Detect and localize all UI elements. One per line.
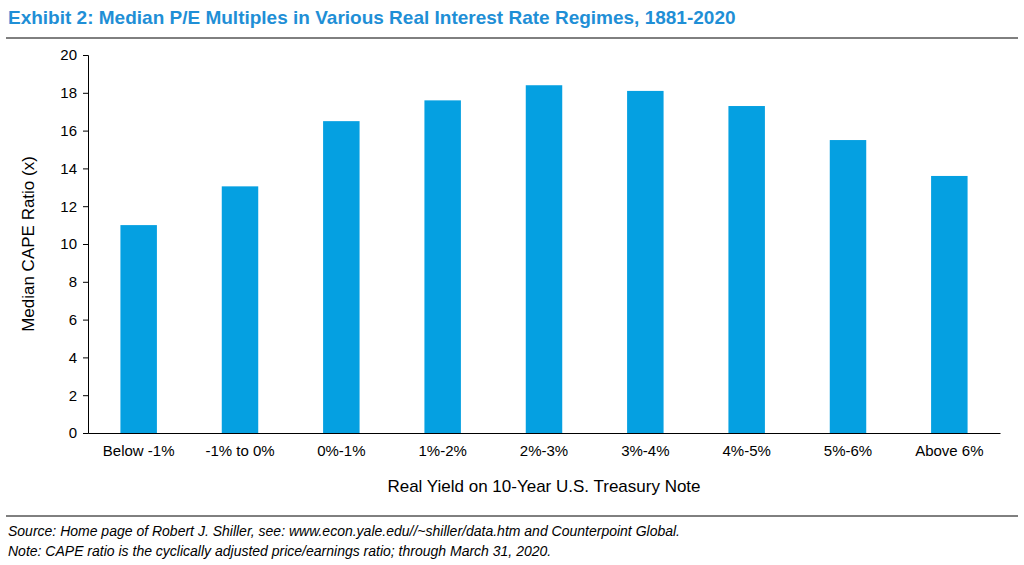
y-tick-label: 20 (60, 46, 77, 63)
y-tick-label: 12 (60, 198, 77, 215)
x-tick: 2%-3% (520, 433, 568, 459)
y-tick-mark (83, 93, 88, 94)
y-tick: 6 (69, 311, 88, 328)
y-tick-mark (83, 357, 88, 358)
note: Source: Home page of Robert J. Shiller, … (8, 523, 680, 539)
y-tick-mark (83, 55, 88, 56)
bar (830, 140, 866, 433)
x-tick: Below -1% (103, 433, 175, 459)
y-tick-mark (83, 320, 88, 321)
y-tick-label: 10 (60, 235, 77, 252)
x-tick: 5%-6% (824, 433, 872, 459)
bar (424, 100, 460, 433)
y-tick: 16 (60, 122, 88, 139)
x-tick-label: 4%-5% (722, 442, 770, 459)
y-tick-mark (83, 395, 88, 396)
y-axis-line (83, 56, 89, 434)
x-tick-label: 2%-3% (520, 442, 568, 459)
bar (222, 186, 258, 433)
y-tick-label: 2 (69, 387, 77, 404)
x-tick: Above 6% (915, 433, 983, 459)
bar (526, 85, 562, 433)
x-tick-label: 1%-2% (418, 442, 466, 459)
y-tick-mark (83, 244, 88, 245)
note: Note: CAPE ratio is the cyclically adjus… (8, 543, 551, 559)
y-axis: 0 2 4 6 8 10 12 14 16 18 20 (60, 46, 88, 441)
y-tick: 4 (69, 349, 88, 366)
x-tick-label: 5%-6% (824, 442, 872, 459)
title-rule (6, 38, 1018, 39)
x-tick: -1% to 0% (205, 433, 274, 459)
y-tick: 18 (60, 84, 88, 101)
bar (728, 106, 764, 433)
y-tick-mark (83, 206, 88, 207)
bar (931, 176, 967, 433)
x-tick-label: Below -1% (103, 442, 175, 459)
bar (120, 225, 156, 433)
bars (120, 85, 967, 433)
notes-rule (6, 516, 1018, 517)
x-tick-label: -1% to 0% (205, 442, 274, 459)
y-tick-label: 14 (60, 160, 77, 177)
x-tick: 4%-5% (722, 433, 770, 459)
x-axis-line (89, 433, 1001, 434)
y-tick-label: 6 (69, 311, 77, 328)
y-tick: 0 (69, 424, 88, 441)
x-tick: 0%-1% (317, 433, 365, 459)
y-tick-label: 16 (60, 122, 77, 139)
y-tick-mark (83, 433, 88, 434)
x-tick-label: 0%-1% (317, 442, 365, 459)
y-tick-label: 0 (69, 424, 77, 441)
bar (627, 91, 663, 433)
title: Exhibit 2: Median P/E Multiples in Vario… (8, 7, 736, 28)
y-tick: 12 (60, 198, 88, 215)
x-axis-title: Real Yield on 10-Year U.S. Treasury Note (387, 477, 700, 496)
x-tick-label: Above 6% (915, 442, 983, 459)
y-tick-label: 18 (60, 84, 77, 101)
chart: Exhibit 2: Median P/E Multiples in Vario… (0, 0, 1024, 565)
y-tick-mark (83, 282, 88, 283)
x-axis: Below -1% -1% to 0% 0%-1% 1%-2% 2%-3% 3%-4% 4%… (89, 433, 1001, 459)
x-tick-label: 3%-4% (621, 442, 669, 459)
y-tick: 2 (69, 387, 88, 404)
bar (323, 121, 359, 433)
y-tick-mark (83, 168, 88, 169)
y-tick-mark (83, 131, 88, 132)
x-tick: 1%-2% (418, 433, 466, 459)
y-tick-label: 4 (69, 349, 77, 366)
y-tick: 20 (60, 46, 88, 63)
y-tick: 10 (60, 235, 88, 252)
y-tick-label: 8 (69, 273, 77, 290)
y-tick: 8 (69, 273, 88, 290)
y-axis-title: Median CAPE Ratio (x) (19, 156, 38, 332)
y-tick: 14 (60, 160, 88, 177)
x-tick: 3%-4% (621, 433, 669, 459)
